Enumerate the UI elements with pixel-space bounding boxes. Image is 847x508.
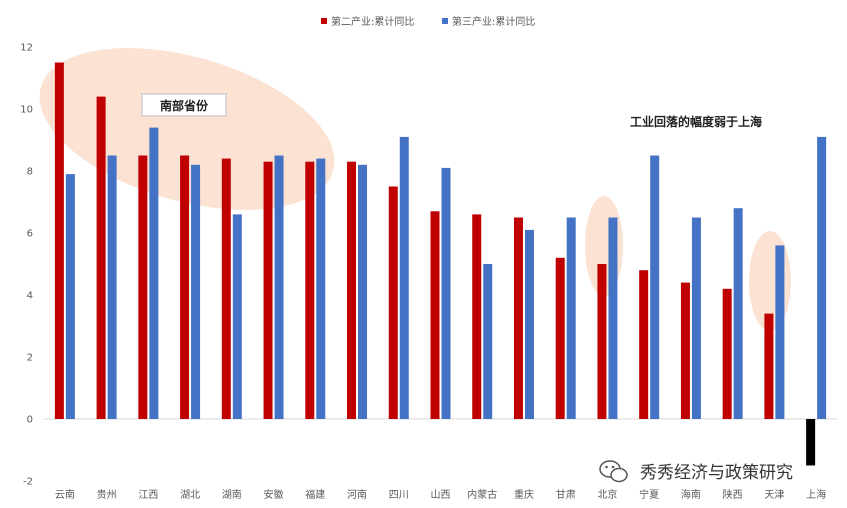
y-tick-label: 6: [27, 229, 33, 240]
x-tick-label: 湖北: [180, 489, 200, 501]
x-tick-label: 云南: [55, 488, 75, 501]
y-tick-label: -2: [23, 477, 33, 488]
y-tick-label: 4: [27, 291, 33, 302]
bar-secondary-industry: [347, 161, 357, 419]
bar-secondary-industry: [680, 282, 690, 419]
bar-secondary-industry: [722, 288, 732, 419]
bar-secondary-industry: [138, 155, 148, 419]
x-axis-tick-labels: 云南 贵州 江西 湖北 湖南 安徽 福建 河南 四川 山西 内蒙古 重庆 甘肃 北京 宁夏 海南 陕西 天津 上海: [55, 488, 826, 501]
legend: 第二产业:累计同比 第三产业:累计同比: [321, 15, 535, 28]
x-tick-label: 内蒙古: [467, 488, 497, 501]
bar-secondary-industry: [96, 96, 106, 419]
bar-secondary-industry: [305, 161, 315, 419]
bar-tertiary-industry: [441, 167, 451, 419]
bar-tertiary-industry: [316, 158, 326, 419]
legend-label-secondary: 第二产业:累计同比: [331, 15, 414, 28]
bar-series: [54, 62, 827, 466]
bar-secondary-industry: [472, 214, 482, 419]
x-tick-label: 湖南: [222, 488, 242, 501]
bar-tertiary-industry: [608, 217, 618, 419]
bar-tertiary-industry: [358, 164, 368, 419]
bar-tertiary-industry: [733, 208, 743, 419]
bar-tertiary-industry: [524, 229, 534, 419]
watermark: 秀秀经济与政策研究: [599, 460, 793, 483]
x-tick-label: 陕西: [723, 488, 743, 501]
bar-secondary-industry: [221, 158, 231, 419]
x-tick-label: 重庆: [514, 488, 534, 501]
legend-swatch-tertiary: [442, 18, 448, 24]
bar-secondary-industry: [555, 257, 565, 419]
y-tick-label: 0: [27, 415, 33, 426]
x-tick-label: 上海: [806, 488, 826, 501]
bar-secondary-industry: [597, 264, 607, 419]
bar-tertiary-industry: [191, 164, 201, 419]
legend-label-tertiary: 第三产业:累计同比: [452, 15, 535, 28]
bar-secondary-industry: [639, 270, 649, 419]
x-tick-label: 安徽: [264, 488, 284, 501]
y-tick-label: 8: [27, 167, 33, 178]
bar-tertiary-industry: [399, 136, 409, 419]
bar-tertiary-industry: [483, 264, 493, 419]
bar-tertiary-industry: [232, 214, 242, 419]
x-tick-label: 天津: [764, 489, 784, 501]
bar-tertiary-industry: [274, 155, 284, 419]
x-tick-label: 贵州: [97, 488, 117, 501]
bar-secondary-industry: [513, 217, 523, 419]
south-provinces-callout: 南部省份: [141, 93, 227, 117]
bar-tertiary-industry: [65, 174, 75, 419]
x-tick-label: 海南: [681, 488, 701, 501]
x-tick-label: 江西: [138, 489, 158, 501]
bar-tertiary-industry: [149, 127, 159, 419]
x-tick-label: 河南: [347, 488, 367, 501]
bar-secondary-industry: [388, 186, 398, 419]
bar-tertiary-industry: [566, 217, 576, 419]
x-tick-label: 福建: [305, 488, 325, 501]
bar-secondary-industry: [180, 155, 190, 419]
x-tick-label: 山西: [431, 489, 451, 501]
x-tick-label: 宁夏: [639, 488, 659, 501]
bar-tertiary-industry: [775, 245, 785, 419]
y-axis: -2 0 2 4 6 8 10 12: [20, 43, 837, 488]
bar-secondary-industry: [263, 161, 273, 419]
x-tick-label: 北京: [597, 488, 617, 501]
x-tick-label: 甘肃: [556, 488, 576, 501]
legend-swatch-secondary: [321, 18, 327, 24]
bar-secondary-industry: [806, 419, 816, 466]
bar-secondary-industry: [54, 62, 64, 419]
x-tick-label: 四川: [389, 490, 409, 501]
bar-secondary-industry: [430, 211, 440, 419]
bar-tertiary-industry: [107, 155, 117, 419]
y-tick-label: 10: [20, 105, 33, 116]
south-provinces-label-box: [141, 93, 227, 117]
industry-note: 工业回落的幅度弱于上海: [630, 114, 762, 129]
bar-secondary-industry: [764, 313, 774, 419]
watermark-text: 秀秀经济与政策研究: [640, 463, 793, 483]
wechat-icon: [599, 460, 628, 483]
y-tick-label: 2: [27, 353, 33, 364]
bar-tertiary-industry: [650, 155, 660, 419]
y-tick-label: 12: [20, 43, 33, 54]
south-provinces-label: 南部省份: [160, 98, 209, 113]
bar-tertiary-industry: [817, 136, 827, 419]
bar-tertiary-industry: [691, 217, 701, 419]
